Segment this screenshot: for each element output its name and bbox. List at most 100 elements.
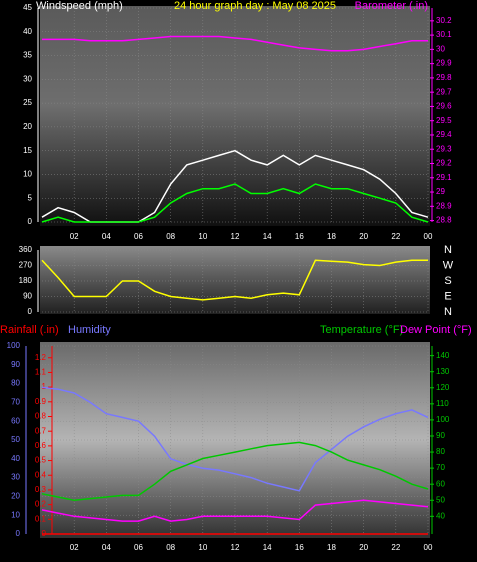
y-tick-label: 29.7 bbox=[436, 87, 452, 96]
x-tick-label: 10 bbox=[198, 543, 207, 552]
y-tick-label: 30 bbox=[11, 473, 20, 482]
x-tick-label: 02 bbox=[70, 232, 79, 241]
y-tick-label: 29.6 bbox=[436, 102, 452, 111]
x-tick-label: 02 bbox=[70, 543, 79, 552]
y-tick-label: 0 bbox=[28, 217, 33, 226]
y-tick-label: 60 bbox=[436, 479, 445, 488]
direction-label: W bbox=[443, 259, 454, 271]
legend-entry: Rainfall (.in) bbox=[0, 324, 59, 336]
y-tick-label: 0.4 bbox=[35, 470, 47, 479]
y-tick-label: 45 bbox=[23, 3, 32, 12]
x-tick-label: 16 bbox=[295, 232, 304, 241]
y-tick-label: 180 bbox=[19, 276, 33, 285]
y-tick-label: 20 bbox=[23, 122, 32, 131]
y-tick-label: 40 bbox=[23, 27, 32, 36]
y-tick-label: 5 bbox=[28, 193, 33, 202]
y-tick-label: 0.8 bbox=[35, 412, 47, 421]
series-line bbox=[42, 35, 428, 52]
direction-label: N bbox=[444, 306, 452, 318]
y-tick-label: 70 bbox=[436, 463, 445, 472]
y-tick-label: 40 bbox=[436, 511, 445, 520]
y-tick-label: 270 bbox=[19, 261, 33, 270]
x-tick-label: 20 bbox=[359, 543, 368, 552]
y-tick-label: 30.1 bbox=[436, 30, 452, 39]
y-tick-label: 30.2 bbox=[436, 16, 452, 25]
y-tick-label: 0.5 bbox=[35, 456, 47, 465]
chart-title: 24 hour graph day : May 08 2025 bbox=[174, 0, 336, 12]
y-tick-label: 29.9 bbox=[436, 59, 452, 68]
y-tick-label: 140 bbox=[436, 351, 450, 360]
legend-entry: Temperature (°F) bbox=[320, 324, 403, 336]
y-tick-label: 100 bbox=[436, 415, 450, 424]
x-tick-label: 18 bbox=[327, 543, 336, 552]
y-tick-label: 80 bbox=[11, 379, 20, 388]
y-tick-label: 130 bbox=[436, 367, 450, 376]
y-tick-label: 0.3 bbox=[35, 485, 47, 494]
x-tick-label: 12 bbox=[231, 232, 240, 241]
y-tick-label: 0 bbox=[16, 529, 21, 538]
x-tick-label: 08 bbox=[166, 543, 175, 552]
x-tick-label: 06 bbox=[134, 543, 143, 552]
x-tick-label: 22 bbox=[391, 543, 400, 552]
y-tick-label: 60 bbox=[11, 416, 20, 425]
y-tick-label: 100 bbox=[7, 341, 21, 350]
y-tick-label: 1.1 bbox=[35, 368, 47, 377]
y-tick-label: 30 bbox=[436, 44, 445, 53]
y-tick-label: 35 bbox=[23, 51, 32, 60]
y-tick-label: 70 bbox=[11, 398, 20, 407]
y-tick-label: 80 bbox=[436, 447, 445, 456]
y-tick-label: 0.1 bbox=[35, 514, 47, 523]
y-tick-label: 29.1 bbox=[436, 173, 452, 182]
y-tick-label: 29.5 bbox=[436, 116, 452, 125]
x-tick-label: 10 bbox=[198, 232, 207, 241]
x-tick-label: 12 bbox=[231, 543, 240, 552]
x-tick-label: 18 bbox=[327, 232, 336, 241]
series-line bbox=[41, 499, 429, 522]
y-tick-label: 0.7 bbox=[35, 426, 47, 435]
series-line bbox=[41, 441, 429, 502]
y-tick-label: 29 bbox=[436, 187, 445, 196]
x-tick-label: 14 bbox=[263, 232, 272, 241]
x-tick-label: 08 bbox=[166, 232, 175, 241]
direction-label: E bbox=[444, 290, 451, 302]
y-tick-label: 0 bbox=[28, 307, 33, 316]
x-tick-label: 04 bbox=[102, 543, 111, 552]
y-tick-label: 25 bbox=[23, 98, 32, 107]
x-tick-label: 20 bbox=[359, 232, 368, 241]
x-tick-label: 22 bbox=[391, 232, 400, 241]
y-tick-label: 1.2 bbox=[35, 353, 47, 362]
series-line bbox=[41, 386, 429, 492]
x-tick-label: 04 bbox=[102, 232, 111, 241]
direction-label: S bbox=[444, 275, 451, 287]
y-tick-label: 29.3 bbox=[436, 144, 452, 153]
y-tick-label: 15 bbox=[23, 146, 32, 155]
y-tick-label: 50 bbox=[11, 435, 20, 444]
y-tick-label: 28.8 bbox=[436, 216, 452, 225]
y-tick-label: 29.8 bbox=[436, 73, 452, 82]
x-tick-label: 06 bbox=[134, 232, 143, 241]
y-tick-label: 10 bbox=[11, 510, 20, 519]
y-tick-label: 110 bbox=[436, 399, 449, 408]
y-tick-label: 0.2 bbox=[35, 500, 47, 509]
y-tick-label: 10 bbox=[23, 170, 32, 179]
x-tick-label: 14 bbox=[263, 543, 272, 552]
y-tick-label: 29.2 bbox=[436, 159, 452, 168]
y-tick-label: 360 bbox=[19, 245, 33, 254]
y-axis-label: Windspeed (mph) bbox=[36, 0, 123, 12]
y-tick-label: 90 bbox=[436, 431, 445, 440]
direction-label: N bbox=[444, 244, 452, 256]
y-tick-label: 1 bbox=[42, 382, 47, 391]
y-tick-label: 90 bbox=[11, 360, 20, 369]
x-tick-label: 16 bbox=[295, 543, 304, 552]
y-tick-label: 90 bbox=[23, 292, 32, 301]
y-tick-label: 120 bbox=[436, 383, 450, 392]
legend-entry: Dew Point (°F) bbox=[400, 324, 472, 336]
y-tick-label: 0.9 bbox=[35, 397, 47, 406]
series-line bbox=[41, 183, 429, 223]
y-tick-label: 29.4 bbox=[436, 130, 452, 139]
y-tick-label: 30 bbox=[23, 74, 32, 83]
legend-entry: Humidity bbox=[68, 324, 111, 336]
series-line bbox=[41, 259, 428, 301]
